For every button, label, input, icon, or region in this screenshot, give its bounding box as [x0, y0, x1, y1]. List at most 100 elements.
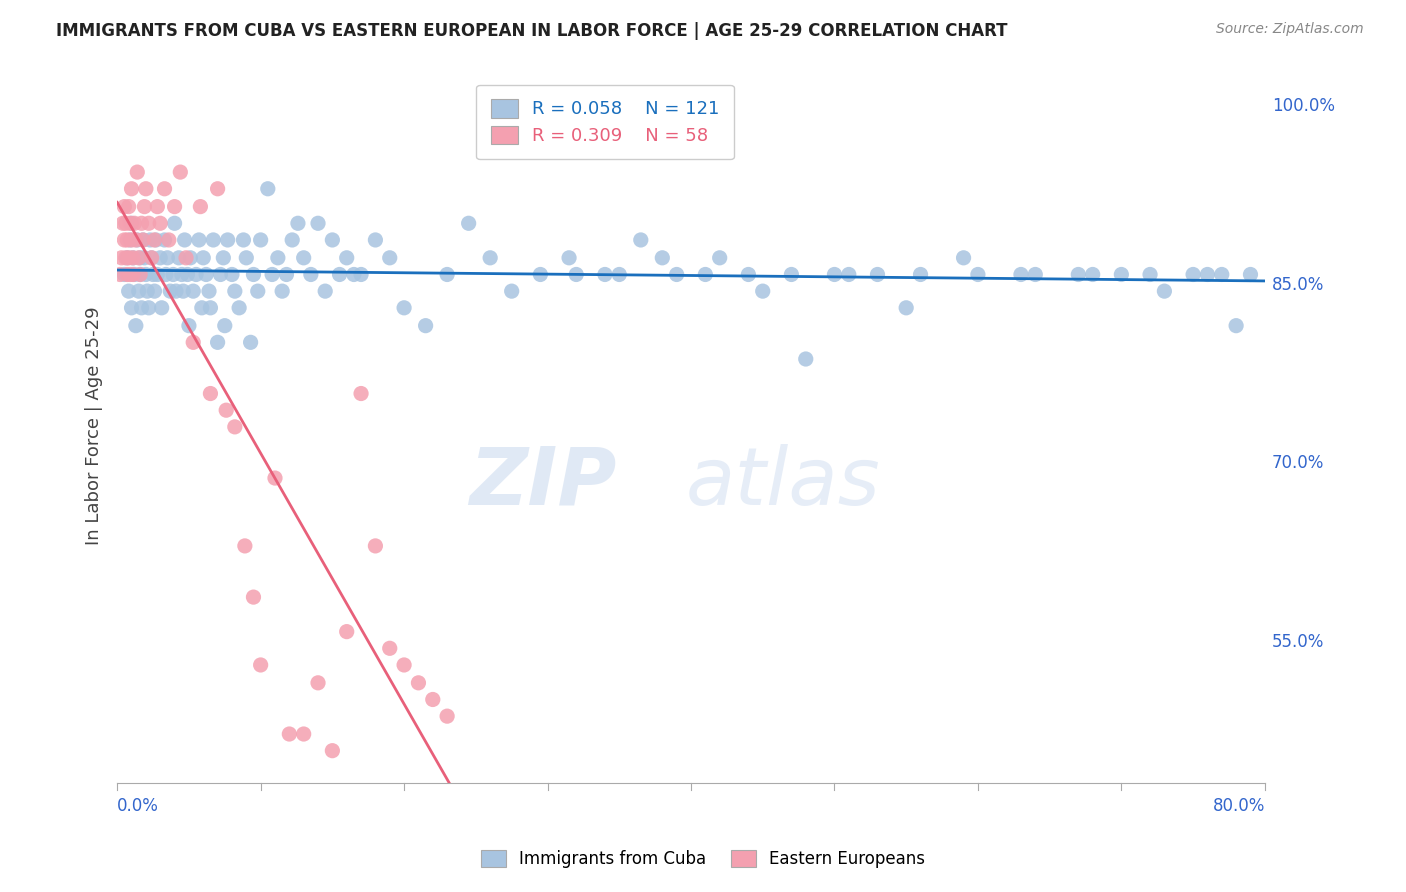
Point	[131, 216, 153, 230]
Point	[156, 251, 179, 265]
Point	[184, 268, 207, 282]
Point	[134, 200, 156, 214]
Point	[1239, 268, 1261, 282]
Point	[202, 233, 225, 247]
Point	[112, 268, 135, 282]
Point	[146, 268, 169, 282]
Point	[136, 284, 159, 298]
Point	[651, 251, 673, 265]
Point	[593, 268, 616, 282]
Point	[1225, 318, 1247, 333]
Point	[111, 216, 134, 230]
Point	[120, 233, 142, 247]
Point	[378, 251, 401, 265]
Point	[307, 675, 329, 690]
Point	[121, 233, 143, 247]
Point	[224, 284, 246, 298]
Legend: Immigrants from Cuba, Eastern Europeans: Immigrants from Cuba, Eastern Europeans	[474, 843, 932, 875]
Point	[1139, 268, 1161, 282]
Point	[176, 268, 198, 282]
Point	[207, 182, 229, 196]
Point	[350, 386, 373, 401]
Point	[150, 301, 173, 315]
Point	[364, 539, 387, 553]
Point	[181, 284, 204, 298]
Point	[179, 251, 201, 265]
Point	[780, 268, 803, 282]
Point	[129, 251, 152, 265]
Point	[501, 284, 523, 298]
Point	[1197, 268, 1219, 282]
Point	[142, 268, 165, 282]
Point	[162, 268, 184, 282]
Point	[838, 268, 860, 282]
Point	[129, 268, 152, 282]
Point	[115, 233, 138, 247]
Point	[350, 268, 373, 282]
Point	[114, 251, 136, 265]
Point	[737, 268, 759, 282]
Point	[262, 268, 284, 282]
Point	[249, 657, 271, 672]
Point	[246, 284, 269, 298]
Point	[1010, 268, 1032, 282]
Point	[127, 165, 149, 179]
Point	[172, 284, 194, 298]
Point	[264, 471, 287, 485]
Point	[110, 251, 132, 265]
Point	[281, 233, 304, 247]
Point	[249, 233, 271, 247]
Point	[378, 641, 401, 656]
Point	[165, 284, 187, 298]
Point	[232, 233, 254, 247]
Point	[607, 268, 630, 282]
Point	[343, 268, 366, 282]
Point	[138, 301, 160, 315]
Point	[193, 251, 215, 265]
Legend: R = 0.058    N = 121, R = 0.309    N = 58: R = 0.058 N = 121, R = 0.309 N = 58	[477, 85, 734, 160]
Point	[155, 268, 177, 282]
Point	[217, 233, 239, 247]
Point	[157, 233, 180, 247]
Point	[125, 318, 148, 333]
Point	[239, 335, 262, 350]
Text: ZIP: ZIP	[470, 444, 616, 522]
Point	[173, 233, 195, 247]
Point	[328, 268, 350, 282]
Point	[529, 268, 551, 282]
Point	[910, 268, 932, 282]
Point	[135, 268, 157, 282]
Point	[135, 182, 157, 196]
Point	[823, 268, 845, 282]
Point	[221, 268, 243, 282]
Text: 0.0%: 0.0%	[117, 797, 159, 815]
Text: 80.0%: 80.0%	[1212, 797, 1265, 815]
Point	[314, 284, 336, 298]
Point	[122, 268, 145, 282]
Point	[233, 539, 256, 553]
Point	[1211, 268, 1233, 282]
Point	[163, 216, 186, 230]
Point	[153, 182, 176, 196]
Point	[278, 727, 301, 741]
Point	[392, 657, 415, 672]
Point	[169, 165, 191, 179]
Point	[120, 268, 142, 282]
Point	[121, 182, 143, 196]
Point	[121, 301, 143, 315]
Point	[118, 284, 141, 298]
Point	[134, 251, 156, 265]
Point	[967, 268, 990, 282]
Point	[1067, 268, 1090, 282]
Point	[146, 200, 169, 214]
Point	[215, 403, 238, 417]
Point	[118, 200, 141, 214]
Point	[121, 216, 143, 230]
Point	[794, 351, 817, 366]
Point	[124, 268, 146, 282]
Point	[145, 233, 167, 247]
Point	[132, 233, 155, 247]
Point	[200, 386, 222, 401]
Point	[292, 251, 315, 265]
Point	[115, 251, 138, 265]
